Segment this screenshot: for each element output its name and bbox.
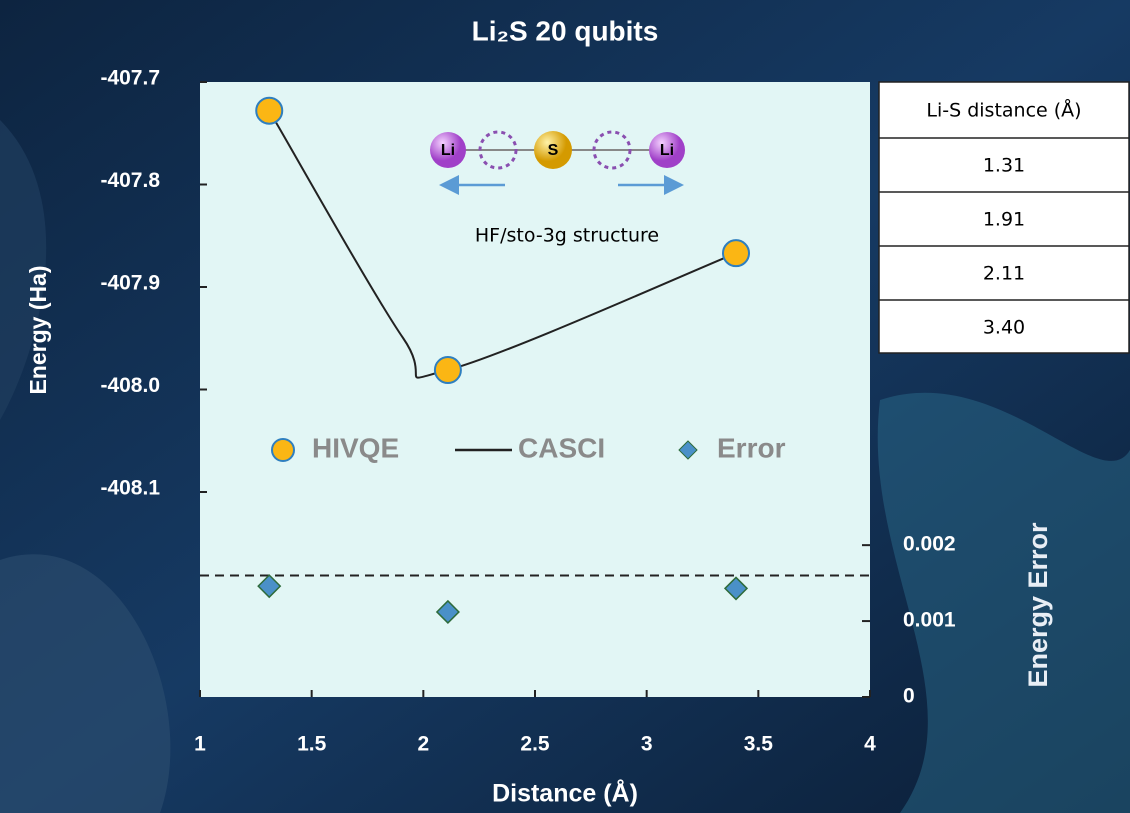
y-tick-label: -408.0 (100, 374, 160, 397)
atom (534, 131, 572, 169)
table-frame (878, 81, 1130, 354)
y-tick-label: -407.8 (100, 169, 160, 192)
y-axis-title: Energy (Ha) (25, 265, 51, 394)
ghost-atom (592, 130, 632, 170)
bg-wave (877, 392, 1130, 813)
molecule: Li S Li HF/sto-3g structure (430, 130, 685, 247)
error-point (723, 576, 749, 601)
table-header: Li-S distance (Å) (926, 99, 1081, 122)
legend-swatch (271, 438, 295, 462)
atom (430, 132, 466, 168)
chart-title: Li₂S 20 qubits (472, 15, 659, 46)
x-axis-title: Distance (Å) (492, 779, 638, 808)
y2-axis-title: Energy Error (1023, 522, 1053, 688)
legend-label: Error (717, 432, 786, 463)
x-tick-label: 4 (864, 733, 876, 756)
y-tick-label: -408.1 (100, 477, 160, 500)
x-tick-label: 2.5 (520, 733, 550, 756)
x-tick-label: 2 (417, 733, 429, 756)
legend-label: CASCI (518, 432, 605, 463)
bg-wave (0, 120, 47, 420)
x-tick-label: 1.5 (297, 733, 327, 756)
table-cell: 1.31 (983, 155, 1025, 177)
y2-tick-label: 0.001 (903, 609, 956, 632)
data-point (433, 356, 462, 385)
diagram-caption: HF/sto-3g structure (475, 225, 659, 247)
y-tick-label: -407.7 (100, 67, 160, 90)
y2-tick-label: 0 (903, 685, 915, 708)
x-tick-label: 3.5 (744, 733, 774, 756)
table: Li-S distance (Å) 1.31 1.91 2.11 3.40 (878, 81, 1130, 354)
atom-label: Li (441, 142, 455, 159)
x-tick-label: 1 (194, 733, 206, 756)
error-point (257, 574, 282, 599)
atom-label: S (548, 142, 559, 159)
atom-label: Li (660, 142, 674, 159)
bg-wave (0, 554, 171, 813)
ghost-atom (478, 130, 518, 170)
curve (268, 110, 737, 379)
y-tick-label: -407.9 (100, 272, 160, 295)
table-cell: 3.40 (983, 317, 1025, 339)
plot-area (200, 82, 870, 697)
legend-swatch (678, 440, 698, 460)
y2-tick-label: 0.002 (903, 533, 956, 556)
legend-label: HIVQE (312, 432, 399, 463)
table-cell: 1.91 (983, 209, 1025, 231)
x-tick-label: 3 (641, 733, 653, 756)
data-point (255, 96, 284, 125)
error-point (435, 599, 460, 625)
table-cell: 2.11 (983, 263, 1025, 285)
atom (649, 132, 685, 168)
data-point (722, 239, 750, 268)
